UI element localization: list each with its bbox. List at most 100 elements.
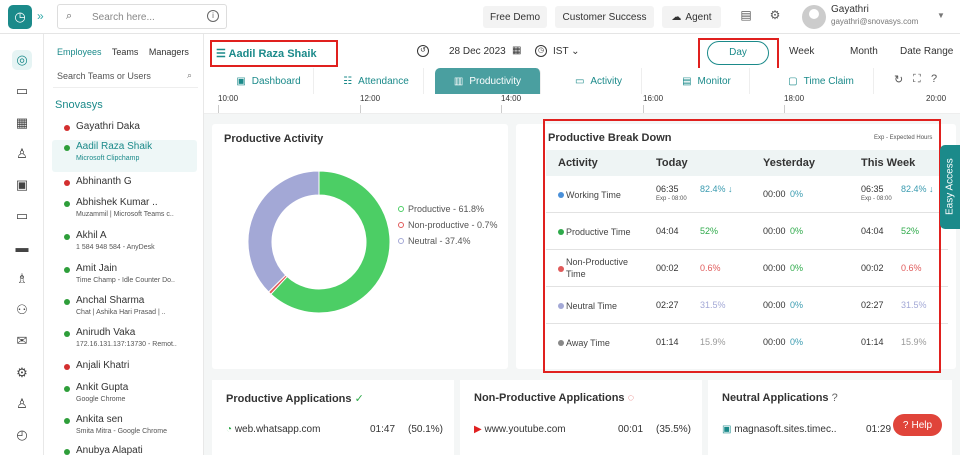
tab-managers[interactable]: Managers: [148, 47, 189, 57]
fullscreen-icon[interactable]: ⛶: [913, 73, 921, 85]
tab-time-claim[interactable]: ▢ Time Claim: [769, 68, 874, 94]
yesterday-percent: 0%: [790, 263, 804, 273]
briefcase-nav-icon[interactable]: ▣: [15, 177, 29, 192]
productivity-nav-icon[interactable]: ◎: [12, 50, 32, 70]
history-icon[interactable]: ↺: [417, 45, 429, 57]
warning-circle-icon: ◌: [627, 392, 635, 404]
employee-row[interactable]: Anirudh Vaka 172.16.131.137:13730 - Remo…: [52, 326, 197, 356]
employee-row[interactable]: Ankita sen Smita Mitra - Google Chrome: [52, 413, 197, 443]
timeline-mark: [218, 105, 219, 113]
legend-dot: [398, 206, 404, 212]
avatar[interactable]: [802, 5, 826, 29]
help-circle-icon: ?: [831, 392, 838, 404]
refresh-icon[interactable]: ↻: [894, 74, 904, 86]
tab-attendance[interactable]: ☷ Attendance: [329, 68, 424, 94]
gear-nav-icon[interactable]: ⚙: [16, 365, 28, 380]
team-name[interactable]: Snovasys: [55, 99, 103, 111]
global-search[interactable]: ⌕ Search here... i: [57, 4, 227, 29]
schedule-nav-icon[interactable]: ▦: [15, 115, 29, 130]
org-nav-icon[interactable]: ⚇: [16, 302, 28, 317]
employee-row[interactable]: Anjali Khatri: [52, 359, 197, 379]
status-dot: [64, 145, 70, 151]
card-title: Productive Break Down: [548, 132, 672, 144]
employee-row[interactable]: Abhishek Kumar .. Muzammil | Microsoft T…: [52, 196, 197, 226]
user-nav-icon[interactable]: ♙: [16, 146, 28, 161]
today-percent: 0.6%: [700, 263, 721, 273]
whatsapp-icon: ◔: [226, 424, 233, 435]
team-search-input[interactable]: Search Teams or Users ⌕: [53, 66, 198, 88]
activity-name: Non-Productive Time: [566, 257, 629, 279]
app-row[interactable]: ◔ web.whatsapp.com: [226, 424, 320, 435]
menu-icon[interactable]: ☰: [216, 48, 226, 60]
monitor-nav-icon[interactable]: ▭: [15, 208, 29, 223]
legend-dot: [398, 222, 404, 228]
app-row[interactable]: ▣ magnasoft.sites.timec..: [722, 424, 837, 435]
users-nav-icon[interactable]: ♗: [16, 271, 28, 286]
period-day-button[interactable]: Day: [707, 41, 769, 65]
search-input[interactable]: Search here...: [92, 12, 155, 23]
app-name: web.whatsapp.com: [234, 424, 321, 435]
table-row: Non-Productive Time 00:02 0.6% 00:00 0% …: [546, 250, 948, 287]
agent-button[interactable]: ☁ Agent: [662, 6, 721, 28]
tab-dashboard[interactable]: ▣ Dashboard: [224, 68, 314, 94]
customer-success-button[interactable]: Customer Success: [555, 6, 654, 28]
tab-monitor[interactable]: ▤ Monitor: [664, 68, 750, 94]
checklist-icon: ☷: [343, 75, 353, 87]
calendar-icon[interactable]: ▦: [512, 45, 522, 56]
employee-tabs: Employees Teams Managers: [57, 47, 197, 57]
today-time: 04:04: [656, 226, 679, 236]
date-text[interactable]: 28 Dec 2023: [449, 46, 506, 57]
employee-row[interactable]: Gayathri Daka: [52, 120, 197, 140]
period-week-button[interactable]: Week: [789, 46, 815, 57]
alarm-nav-icon[interactable]: ◴: [16, 427, 28, 442]
timezone-label: IST: [553, 46, 569, 57]
timeline-mark: [501, 105, 502, 113]
donut-slice-neutral[interactable]: [247, 170, 320, 293]
tab-teams[interactable]: Teams: [111, 47, 139, 57]
app-percent: (35.5%): [656, 424, 692, 435]
timezone-select[interactable]: IST ⌄: [553, 46, 580, 57]
search-icon: ⌕: [186, 70, 192, 80]
tab-productivity[interactable]: ▥ Productivity: [435, 68, 541, 94]
help-button[interactable]: ? Help: [893, 414, 942, 436]
main-content: ☰ Aadil Raza Shaik ↺ 28 Dec 2023 ▦ ◷ IST…: [204, 34, 960, 455]
employee-name: Anjali Khatri: [76, 360, 130, 371]
app-row[interactable]: ▶ www.youtube.com: [474, 424, 566, 435]
activity-dot: [558, 192, 564, 198]
employee-row[interactable]: Abhinanth G: [52, 175, 197, 195]
employee-row[interactable]: Anubya Alapati: [52, 444, 197, 455]
chevron-down-icon[interactable]: ▼: [937, 11, 945, 20]
monitor-icon: ▤: [682, 75, 692, 87]
card-nav-icon[interactable]: ▬: [15, 240, 29, 255]
activity-dot: [558, 266, 564, 272]
employee-row[interactable]: Akhil A 1 584 948 584 - AnyDesk: [52, 229, 197, 259]
yesterday-percent: 0%: [790, 226, 804, 236]
employee-row-selected[interactable]: Aadil Raza Shaik Microsoft Clipchamp: [52, 140, 197, 172]
employee-row[interactable]: Amit Jain Time Champ - Idle Counter Do..: [52, 262, 197, 292]
period-date-range-button[interactable]: Date Range: [900, 46, 954, 57]
employee-row[interactable]: Anchal Sharma Chat | Ashika Hari Prasad …: [52, 294, 197, 324]
document-icon[interactable]: ▤: [740, 8, 752, 22]
timeline-mark: [643, 105, 644, 113]
week-percent: 31.5%: [901, 300, 927, 310]
app-percent: (50.1%): [408, 424, 444, 435]
expand-sidebar-icon[interactable]: »: [37, 9, 44, 23]
free-demo-button[interactable]: Free Demo: [483, 6, 547, 28]
activity-dot: [558, 229, 564, 235]
profile-nav-icon[interactable]: ♙: [16, 396, 28, 411]
tab-employees[interactable]: Employees: [57, 47, 102, 57]
mail-nav-icon[interactable]: ✉: [16, 333, 28, 348]
settings-icon[interactable]: ⚙: [769, 8, 781, 22]
easy-access-tab[interactable]: Easy Access: [940, 145, 960, 229]
tab-activity[interactable]: ▭ Activity: [556, 68, 642, 94]
employee-activity: 1 584 948 584 - AnyDesk: [76, 244, 155, 251]
site-icon: ▣: [722, 424, 732, 435]
info-icon[interactable]: i: [207, 10, 219, 22]
donut-slice-productive[interactable]: [270, 170, 391, 314]
status-dot: [64, 418, 70, 424]
employee-row[interactable]: Ankit Gupta Google Chrome: [52, 381, 197, 411]
app-logo-icon[interactable]: ◷: [8, 5, 32, 29]
period-month-button[interactable]: Month: [850, 46, 878, 57]
calendar-nav-icon[interactable]: ▭: [15, 83, 29, 98]
help-circle-icon[interactable]: ?: [931, 73, 938, 85]
